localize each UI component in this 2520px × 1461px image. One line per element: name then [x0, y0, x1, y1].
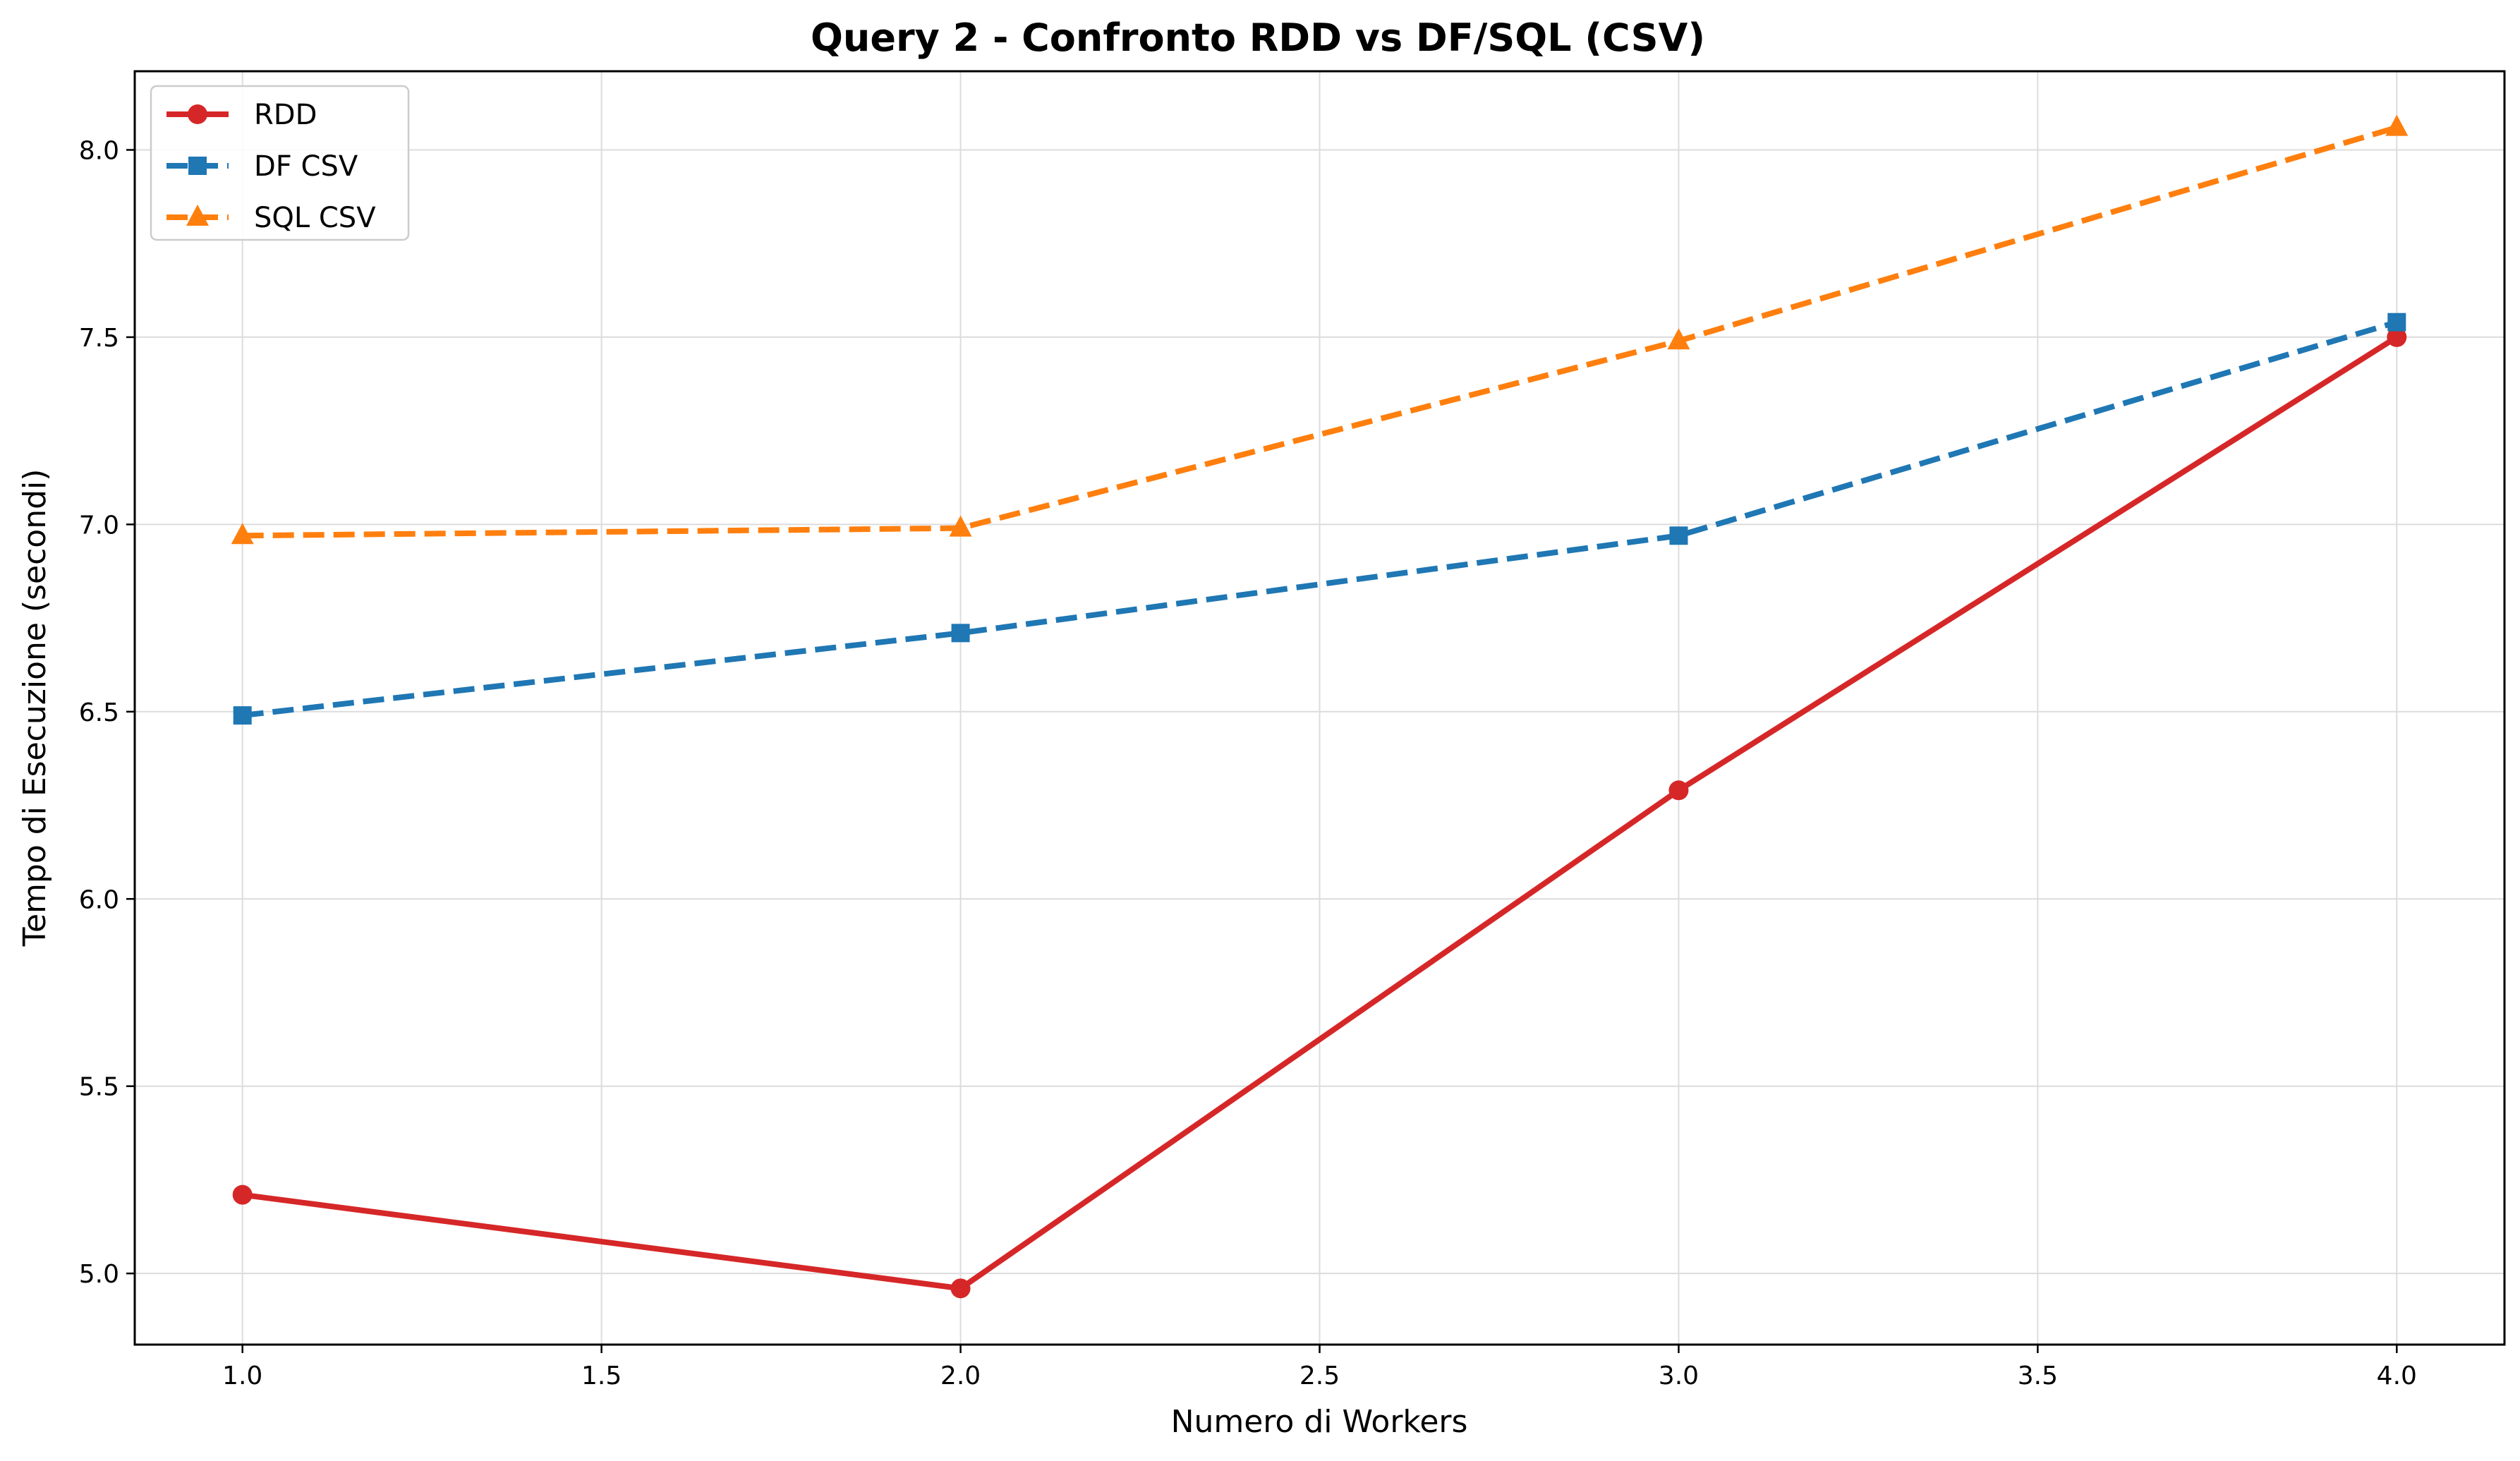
data-point — [951, 624, 970, 643]
legend-label: SQL CSV — [254, 202, 376, 234]
series-line-rdd — [242, 334, 2399, 1292]
x-tick-label: 3.5 — [2018, 1362, 2058, 1390]
x-tick-label: 2.0 — [940, 1362, 981, 1390]
y-tick-label: 6.5 — [79, 698, 119, 727]
legend-item-sql-csv: SQL CSV — [166, 202, 376, 234]
axis-ticks: 1.0 1.5 2.0 2.5 3.0 3.5 4.0 5.0 5.5 6.0 6.5 7.0 7.5 8… — [79, 136, 2417, 1390]
legend-label: DF CSV — [254, 150, 358, 183]
data-point — [949, 515, 972, 537]
data-point — [2387, 327, 2407, 347]
legend-item-df-csv: DF CSV — [166, 150, 358, 183]
data-point — [2387, 313, 2406, 332]
data-point — [2385, 114, 2409, 136]
legend-box — [150, 85, 410, 241]
data-point — [1667, 328, 1690, 350]
x-tick-label: 2.5 — [1300, 1362, 1340, 1390]
data-point — [950, 1278, 971, 1299]
y-tick-label: 7.5 — [79, 324, 119, 353]
y-tick-label: 7.0 — [79, 511, 119, 540]
y-tick-label: 8.0 — [79, 136, 119, 165]
legend-marker — [186, 205, 209, 226]
y-tick-label: 5.5 — [79, 1073, 119, 1102]
y-tick-label: 6.0 — [79, 885, 119, 914]
x-tick-label: 1.5 — [581, 1362, 622, 1390]
series-line-sql-csv — [242, 124, 2398, 539]
y-tick-label: 5.0 — [79, 1260, 119, 1289]
y-axis-label: Tempo di Esecuzione (secondi) — [17, 469, 53, 947]
x-tick-label: 1.0 — [222, 1362, 262, 1390]
x-tick-label: 4.0 — [2377, 1362, 2417, 1390]
x-axis-label: Numero di Workers — [1171, 1404, 1468, 1440]
legend-marker — [188, 104, 207, 124]
data-point — [231, 523, 254, 545]
legend-item-rdd: RDD — [166, 99, 317, 131]
grid — [135, 71, 2504, 1345]
chart-title: Query 2 - Confronto RDD vs DF/SQL (CSV) — [811, 16, 1705, 60]
legend-marker — [188, 157, 207, 175]
legend: RDD DF CSV SQL CSV — [150, 85, 410, 241]
x-tick-label: 3.0 — [1659, 1362, 1699, 1390]
series-line-df-csv — [242, 319, 2398, 719]
series-rdd — [232, 327, 2407, 1299]
series-sql-csv — [231, 114, 2409, 545]
data-point — [233, 706, 252, 725]
plot-series — [231, 114, 2409, 1299]
data-point — [1669, 526, 1688, 545]
series-df-csv — [233, 313, 2406, 725]
legend-label: RDD — [254, 99, 317, 131]
data-point — [232, 1184, 253, 1205]
data-point — [1668, 780, 1689, 801]
